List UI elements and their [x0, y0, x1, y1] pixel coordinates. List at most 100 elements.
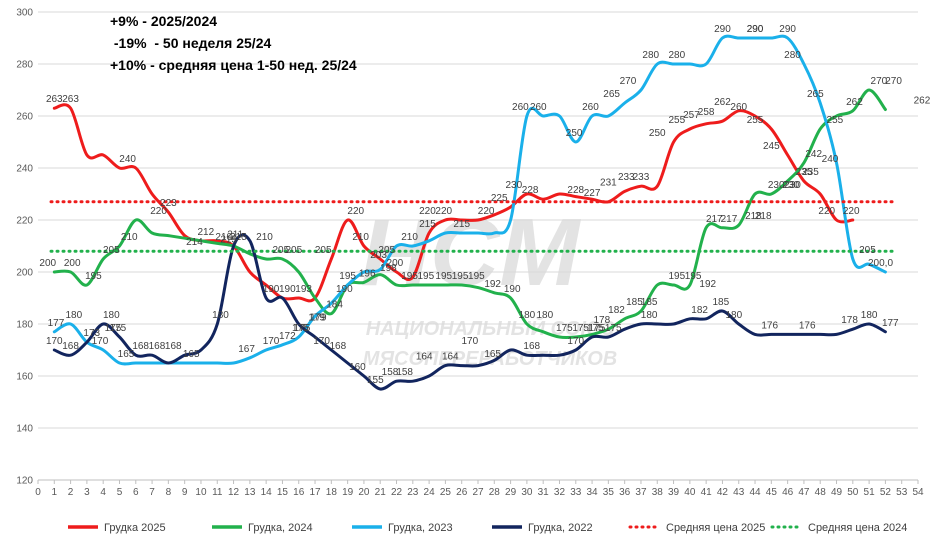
data-label: 195 [668, 271, 685, 282]
data-label: 180 [519, 310, 536, 321]
data-label: 205 [272, 245, 289, 256]
x-tick-label: 29 [505, 487, 517, 498]
data-label: 176 [761, 320, 778, 331]
data-label: 218 [755, 211, 772, 222]
data-label: 223 [160, 198, 177, 209]
data-label: 185 [626, 297, 643, 308]
x-tick-label: 50 [847, 487, 859, 498]
x-tick-label: 47 [798, 487, 810, 498]
data-label: 280 [668, 50, 685, 61]
data-label: 180 [66, 310, 83, 321]
data-label: 195 [85, 271, 102, 282]
x-tick-label: 4 [100, 487, 106, 498]
data-label: 217 [721, 214, 738, 225]
data-label: 215 [419, 219, 436, 230]
data-label: 168 [330, 341, 347, 352]
x-tick-label: 16 [293, 487, 305, 498]
data-label: 178 [841, 315, 858, 326]
legend-label: Грудка, 2022 [528, 522, 593, 534]
data-label: 182 [608, 305, 625, 316]
data-label: 175 [292, 323, 309, 334]
data-label: 240 [822, 154, 839, 165]
y-tick-label: 180 [16, 320, 33, 331]
x-tick-label: 26 [456, 487, 468, 498]
data-label: 164 [416, 352, 433, 363]
data-label: 158 [382, 367, 399, 378]
data-label: 255 [668, 115, 685, 126]
data-label: 230 [506, 180, 523, 191]
data-label: 262,5 [914, 96, 930, 107]
x-tick-label: 22 [391, 487, 403, 498]
data-label: 290 [747, 24, 764, 35]
x-tick-label: 49 [831, 487, 843, 498]
x-tick-label: 36 [619, 487, 631, 498]
data-label: 179 [308, 313, 325, 324]
data-label: 205 [315, 245, 332, 256]
x-tick-label: 52 [880, 487, 892, 498]
data-label: 200,0 [868, 258, 893, 269]
x-tick-label: 34 [587, 487, 599, 498]
x-tick-label: 0 [35, 487, 41, 498]
data-label: 177 [882, 318, 899, 329]
x-tick-label: 25 [440, 487, 452, 498]
data-label: 168 [523, 341, 540, 352]
data-label: 260 [512, 102, 529, 113]
data-label: 195 [418, 271, 435, 282]
data-label: 175 [556, 323, 573, 334]
data-label: 228 [567, 185, 584, 196]
data-label: 182 [691, 305, 708, 316]
annotation-2: -19% - 50 неделя 25/24 [110, 35, 271, 51]
data-label: 195 [435, 271, 452, 282]
data-label: 165 [183, 349, 200, 360]
data-label: 177 [48, 318, 65, 329]
y-tick-label: 300 [16, 8, 33, 19]
data-label: 220 [419, 206, 436, 217]
data-label: 217 [706, 214, 723, 225]
x-tick-label: 28 [489, 487, 501, 498]
data-label: 175 [605, 323, 622, 334]
data-label: 164 [442, 352, 459, 363]
x-tick-label: 15 [277, 487, 289, 498]
data-label: 196 [359, 268, 376, 279]
x-tick-label: 45 [766, 487, 778, 498]
legend-label: Грудка, 2024 [248, 522, 313, 534]
x-tick-label: 46 [782, 487, 794, 498]
data-label: 270 [885, 76, 902, 87]
data-label: 290 [714, 24, 731, 35]
x-tick-label: 40 [684, 487, 696, 498]
data-label: 215 [230, 232, 247, 243]
x-tick-label: 2 [68, 487, 74, 498]
y-tick-label: 280 [16, 60, 33, 71]
x-tick-label: 13 [244, 487, 256, 498]
data-label: 198 [380, 263, 397, 274]
x-tick-label: 33 [570, 487, 582, 498]
x-tick-label: 24 [424, 487, 436, 498]
data-label: 165 [118, 349, 135, 360]
data-label: 180 [641, 310, 658, 321]
data-label: 180 [212, 310, 229, 321]
x-tick-label: 21 [375, 487, 387, 498]
data-label: 290 [747, 24, 764, 35]
data-label: 290 [779, 24, 796, 35]
data-label: 258 [698, 107, 715, 118]
data-label: 231 [600, 177, 617, 188]
data-label: 210 [215, 232, 232, 243]
data-label: 280 [642, 50, 659, 61]
data-label: 168 [132, 341, 149, 352]
x-tick-label: 41 [701, 487, 713, 498]
x-tick-label: 7 [149, 487, 155, 498]
data-label: 190 [504, 284, 521, 295]
annotation-1: +9% - 2025/2024 [110, 13, 217, 29]
data-label: 205 [859, 245, 876, 256]
y-tick-label: 260 [16, 112, 33, 123]
data-label: 212 [198, 227, 215, 238]
data-label: 192 [699, 279, 716, 290]
data-label: 200 [387, 258, 404, 269]
x-tick-label: 44 [749, 487, 761, 498]
x-tick-label: 10 [195, 487, 207, 498]
data-label: 263 [62, 94, 79, 105]
data-label: 240 [119, 154, 136, 165]
data-label: 195 [685, 271, 702, 282]
x-tick-label: 23 [407, 487, 419, 498]
data-label: 280 [784, 50, 801, 61]
